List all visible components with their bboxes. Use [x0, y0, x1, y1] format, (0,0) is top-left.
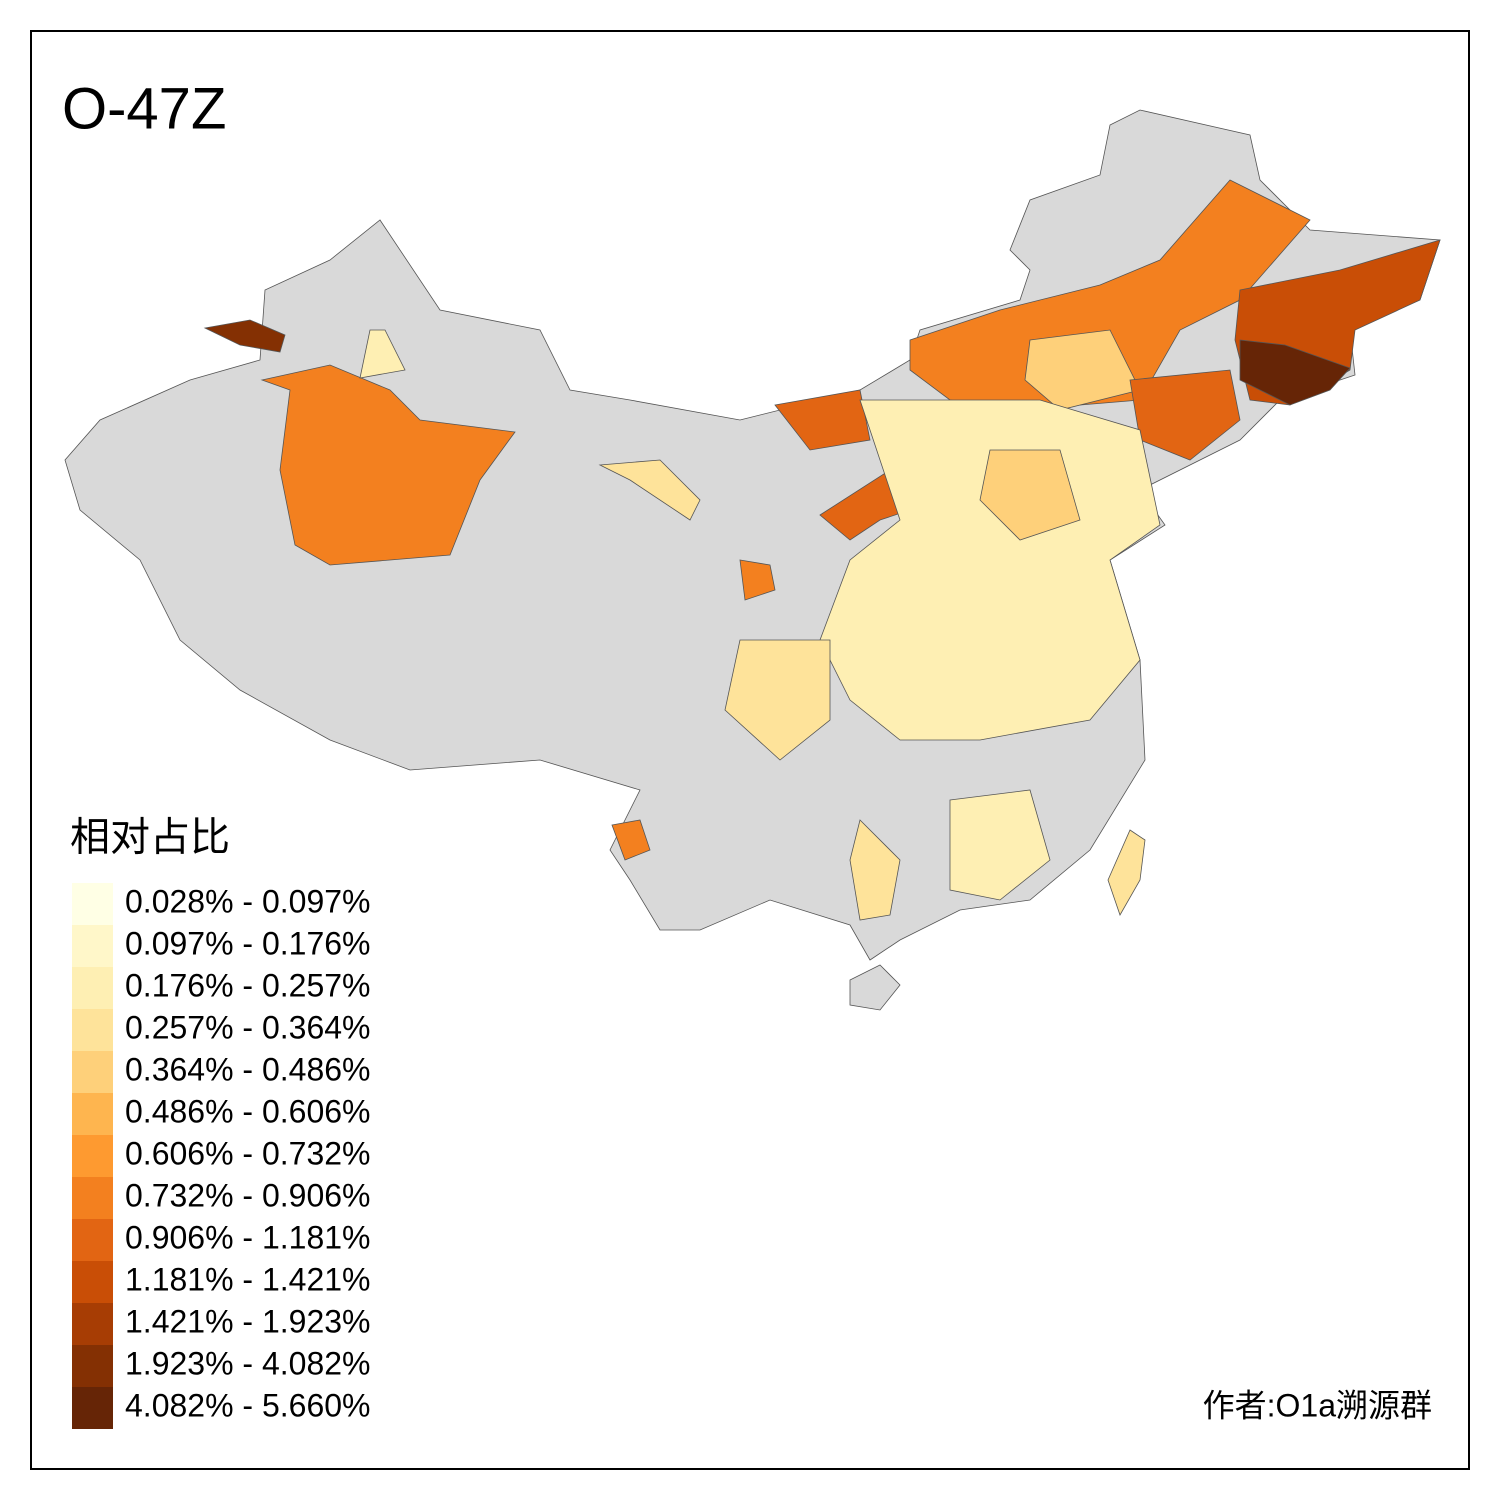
legend-label: 0.606% - 0.732% [125, 1135, 371, 1171]
legend-label: 1.923% - 4.082% [125, 1345, 371, 1381]
legend-label: 0.732% - 0.906% [125, 1177, 371, 1213]
legend-swatch [72, 925, 113, 967]
legend-swatch [72, 1219, 113, 1261]
south-china [949, 789, 1051, 901]
legend-label: 0.364% - 0.486% [125, 1051, 371, 1087]
legend-label: 4.082% - 5.660% [125, 1387, 371, 1423]
yunnan-patch [611, 819, 651, 861]
legend-label: 0.028% - 0.097% [125, 883, 371, 919]
north-china [819, 399, 1161, 741]
xinjiang-region [260, 364, 516, 566]
legend-swatch [72, 1093, 113, 1135]
legend-swatch [72, 1009, 113, 1051]
legend-swatch [72, 1051, 113, 1093]
taiwan [1107, 829, 1146, 916]
nw-pale [359, 329, 406, 379]
legend-swatch [72, 1303, 113, 1345]
sichuan-patch [724, 639, 831, 761]
legend: 0.028% - 0.097% 0.097% - 0.176% 0.176% - 0… [72, 883, 371, 1429]
gansu-strip [598, 459, 701, 521]
map [64, 109, 1441, 1011]
legend-swatch [72, 1261, 113, 1303]
map-title: O-47Z [62, 76, 226, 141]
legend-swatch [72, 1177, 113, 1219]
legend-swatch [72, 1345, 113, 1387]
hebei-patch [979, 449, 1081, 541]
legend-label: 0.906% - 1.181% [125, 1219, 371, 1255]
legend-label: 0.097% - 0.176% [125, 925, 371, 961]
legend-title: 相对占比 [70, 816, 230, 860]
legend-label: 1.181% - 1.421% [125, 1261, 371, 1297]
author-credit: 作者:O1a溯源群 [1203, 1387, 1432, 1423]
inner-mongolia-mid [1024, 329, 1141, 411]
jilin-east [1239, 339, 1351, 406]
inner-mongolia-west [774, 389, 871, 451]
legend-label: 0.486% - 0.606% [125, 1093, 371, 1129]
nw-region [203, 319, 286, 353]
gansu-patch [739, 559, 776, 601]
legend-label: 1.421% - 1.923% [125, 1303, 371, 1339]
legend-swatch [72, 1387, 113, 1429]
legend-swatch [72, 1135, 113, 1177]
legend-label: 0.176% - 0.257% [125, 967, 371, 1003]
legend-swatch [72, 967, 113, 1009]
legend-swatch [72, 883, 113, 925]
legend-label: 0.257% - 0.364% [125, 1009, 371, 1045]
hainan [849, 964, 901, 1011]
guangxi-patch [849, 819, 901, 921]
